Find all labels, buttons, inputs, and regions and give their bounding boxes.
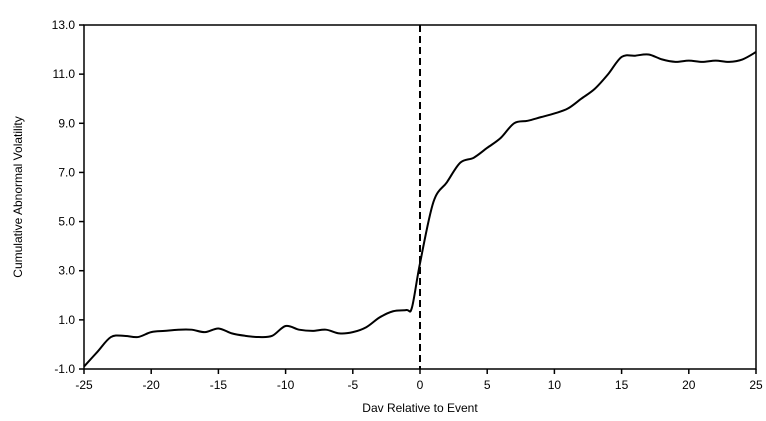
x-tick-label: 5 (484, 378, 491, 392)
x-tick-label: 15 (615, 378, 629, 392)
x-tick-label: 20 (682, 378, 696, 392)
y-tick-label: -1.0 (54, 362, 75, 376)
y-tick-label: 13.0 (52, 18, 76, 32)
x-tick-label: -25 (75, 378, 93, 392)
axis-ticks (79, 24, 757, 374)
x-tick-label: 10 (548, 378, 562, 392)
series-line (83, 51, 757, 368)
x-tick-label: -15 (210, 378, 228, 392)
y-tick-label: 3.0 (58, 264, 75, 278)
y-tick-label: 1.0 (58, 313, 75, 327)
x-axis-title: Dav Relative to Event (362, 401, 478, 415)
y-tick-label: 11.0 (53, 67, 76, 81)
x-tick-label: 25 (749, 378, 763, 392)
y-tick-label: 7.0 (58, 165, 75, 179)
y-tick-label: 5.0 (58, 215, 75, 229)
plot-frame (83, 24, 757, 370)
y-tick-label: 9.0 (58, 116, 75, 130)
x-tick-label: -5 (347, 378, 358, 392)
y-axis-title: Cumulative Abnormal Volatility (11, 116, 25, 277)
x-tick-label: 0 (417, 378, 424, 392)
x-tick-label: -20 (143, 378, 161, 392)
x-tick-label: -10 (277, 378, 295, 392)
tick-labels: -25 -20 -15 -10 -5 0 5 10 15 20 25 -1.0 1.0 3.0 5.0 7.0… (52, 18, 763, 392)
